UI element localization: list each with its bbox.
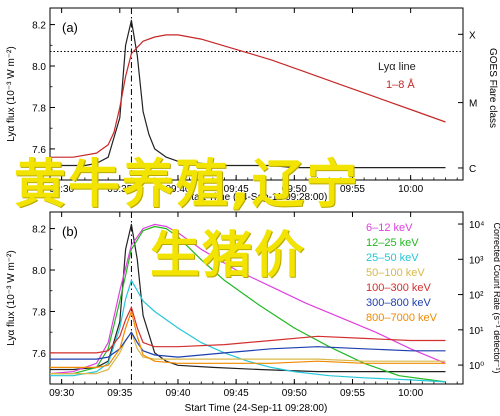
y-tick-label: 7.6 — [32, 145, 46, 156]
x-tick-label: 09:55 — [340, 184, 365, 195]
x-tick-label: 09:45 — [224, 184, 249, 195]
panel-a-right-axis-label: GOES Flare class — [487, 48, 498, 128]
x-tick-label: 09:35 — [107, 388, 132, 399]
series-ly-line — [50, 19, 446, 169]
right-tick-label: 10² — [469, 291, 484, 302]
right-tick-label: C — [469, 164, 476, 175]
x-tick-label: 09:50 — [282, 184, 307, 195]
series-50-100-kev — [50, 331, 446, 375]
x-tick-label: 09:40 — [165, 184, 190, 195]
x-tick-label: 09:30 — [49, 184, 74, 195]
series-800-7000-kev — [50, 310, 446, 368]
series-1-8- — [50, 34, 446, 158]
panel-b-right-axis-label: Corrected Count Rate (s⁻¹ detector⁻¹) — [492, 222, 500, 373]
panel-b-xlabel: Start Time (24-Sep-11 09:28:00) — [185, 403, 328, 414]
legend-entry: 50–100 keV — [366, 267, 425, 279]
right-tick-label: 10⁴ — [469, 220, 484, 231]
right-tick-label: X — [469, 30, 476, 41]
panel-b-label: (b) — [62, 224, 78, 239]
series-ly-line — [50, 223, 446, 373]
legend-entry: 25–50 keV — [366, 252, 419, 264]
legend-entry: 800–7000 keV — [366, 312, 438, 324]
y-tick-label: 7.8 — [32, 103, 46, 114]
y-tick-label: 8.0 — [32, 266, 46, 277]
panel-a-legend: Lyα line 1–8 Å — [378, 61, 416, 91]
y-tick-label: 7.8 — [32, 307, 46, 318]
panel-a-ylabel: Lyα flux (10⁻³ W m⁻²) — [6, 46, 17, 141]
panel-a-axes: 09:30 09:35 09:40 09:45 09:50 09:55 10:00 7.6 7.… — [32, 8, 477, 195]
watermark-line-1: 黄牛养殖,辽宁 — [14, 155, 360, 215]
watermark-line-2: 生猪价 — [150, 226, 306, 284]
x-tick-label: 09:55 — [340, 388, 365, 399]
right-tick-label: 10³ — [469, 255, 484, 266]
legend-entry: 6–12 keV — [366, 222, 413, 234]
y-tick-label: 7.6 — [32, 349, 46, 360]
series-6-12-kev — [49, 223, 446, 375]
x-tick-label: 09:35 — [107, 184, 132, 195]
x-tick-label: 10:00 — [398, 388, 423, 399]
legend-entry: 12–25 keV — [366, 237, 419, 249]
panel-b-legend: 6–12 keV 12–25 keV 25–50 keV 50–100 keV 100–… — [366, 222, 438, 324]
x-tick-label: 09:45 — [224, 388, 249, 399]
panel-a-xlabel: Start Time (24-Sep-11 09:28:00) — [185, 192, 328, 203]
panel-b-ylabel: Lyα flux (10⁻³ W m⁻²) — [6, 250, 17, 345]
x-tick-label: 09:50 — [282, 388, 307, 399]
x-tick-label: 10:00 — [398, 184, 423, 195]
panel-a-series — [50, 19, 446, 169]
panel-a: 09:30 09:35 09:40 09:45 09:50 09:55 10:00 7.6 7.… — [6, 7, 498, 203]
legend-lya-line: Lyα line — [378, 61, 416, 73]
series-300-800-kev — [50, 331, 446, 360]
right-tick-label: 10¹ — [469, 326, 484, 337]
panel-a-frame — [49, 7, 464, 181]
y-tick-label: 8.2 — [32, 21, 46, 32]
right-tick-label: M — [469, 99, 477, 110]
panel-b-series — [49, 223, 446, 383]
panel-a-label: (a) — [62, 20, 78, 35]
right-tick-label: 10⁰ — [469, 361, 484, 372]
legend-entry: 300–800 keV — [366, 297, 431, 309]
x-tick-label: 09:40 — [165, 388, 190, 399]
panel-b-frame — [49, 211, 464, 385]
y-tick-label: 8.2 — [32, 225, 46, 236]
series-25-50-kev — [50, 279, 446, 383]
legend-entry: 100–300 keV — [366, 282, 431, 294]
series-100-300-kev — [50, 306, 446, 354]
x-tick-label: 09:30 — [49, 388, 74, 399]
legend-goes-1-8: 1–8 Å — [386, 78, 415, 91]
series-12-25-kev — [50, 225, 446, 383]
y-tick-label: 8.0 — [32, 62, 46, 73]
panel-b: 09:30 09:35 09:40 09:45 09:50 09:55 10:00 7.6 7.… — [6, 211, 500, 414]
panel-b-axes: 09:30 09:35 09:40 09:45 09:50 09:55 10:00 7.6 7.… — [32, 212, 484, 399]
